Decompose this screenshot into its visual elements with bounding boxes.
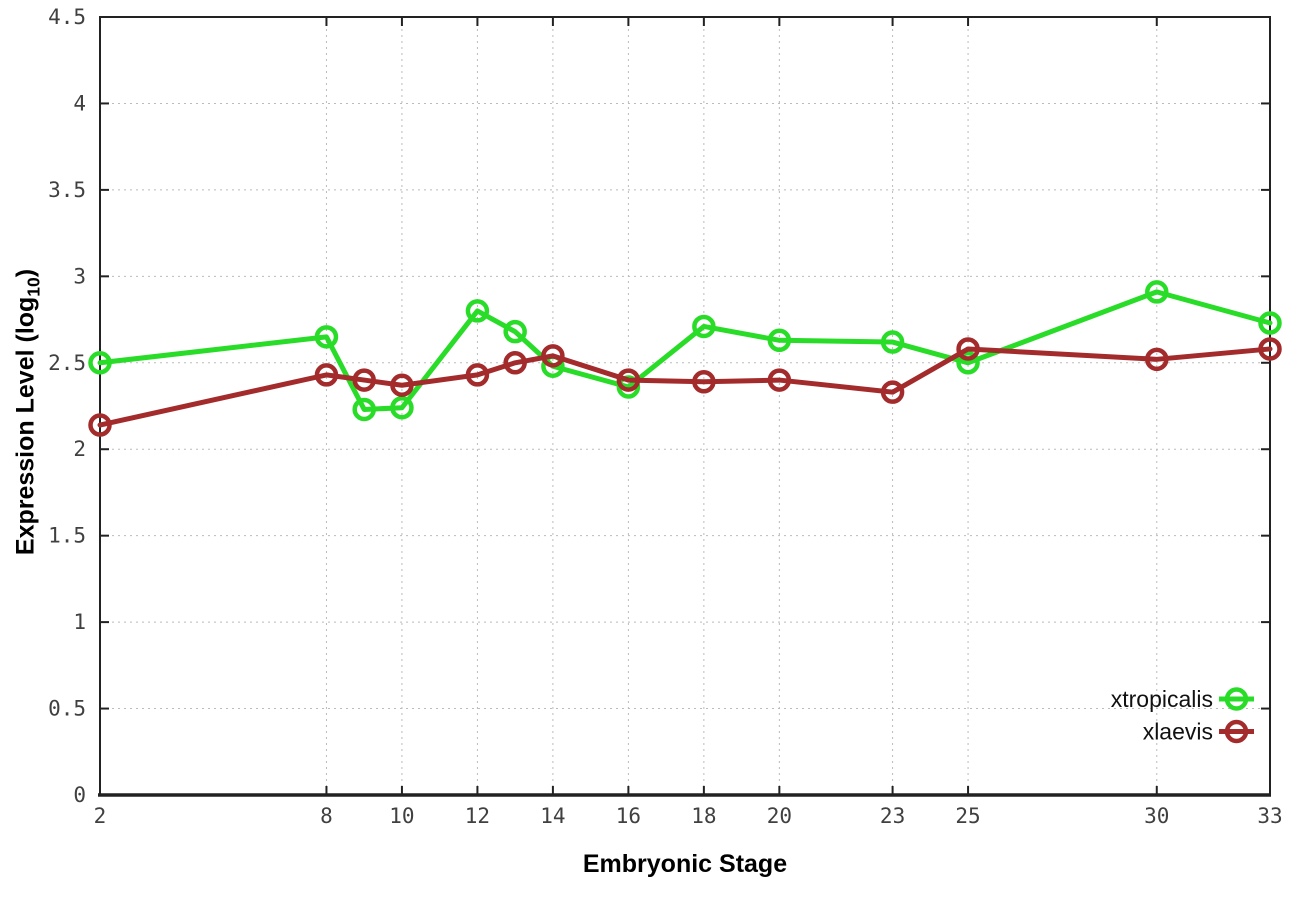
y-axis-title: Expression Level (log10) [12,269,45,555]
data-point-xlaevis [956,337,980,361]
legend-label-xtropicalis: xtropicalis [1111,686,1213,712]
data-point-xtropicalis [352,397,376,422]
data-point-xlaevis [1258,337,1282,361]
data-point-xtropicalis [956,351,980,375]
data-point-xtropicalis [692,314,716,339]
plot-frame [98,16,1271,797]
plot-border [99,16,1271,796]
data-point-xlaevis [503,351,527,375]
data-point-xlaevis [541,344,565,368]
data-point-xlaevis [880,380,905,404]
data-point-xtropicalis [880,330,905,354]
x-tick-label: 12 [465,804,490,828]
data-point-xtropicalis [88,351,112,375]
data-point-xtropicalis [767,328,792,353]
y-tick-label: 0 [73,783,86,807]
data-point-xlaevis [692,370,716,394]
data-point-xtropicalis [314,325,339,349]
tick-marks [99,16,1271,796]
x-tick-label: 8 [320,804,333,828]
y-tick-label: 3 [73,264,86,288]
x-tick-label: 25 [955,804,980,828]
y-tick-label: 4.5 [48,5,86,29]
series-xtropicalis [88,280,1282,422]
x-tick-label: 14 [540,804,565,828]
y-tick-label: 4 [73,91,86,115]
data-point-xtropicalis [1145,280,1169,304]
data-point-xlaevis [390,373,414,398]
legend-marker-xtropicalis [1224,687,1249,711]
x-tick-label: 33 [1257,804,1282,828]
x-axis-title: Embryonic Stage [582,850,788,878]
y-tick-label: 1.5 [48,524,86,548]
x-tick-label: 23 [880,804,905,828]
data-point-xlaevis [767,368,792,392]
x-tick-label: 2 [94,804,107,828]
legend-item-xlaevis: xlaevis [1143,719,1254,745]
y-tick-label: 3.5 [48,178,86,202]
data-point-xlaevis [465,363,490,387]
x-tick-label: 10 [389,804,414,828]
y-axis-title-subscript: 10 [23,277,44,297]
legend: xtropicalis xlaevis [1111,686,1254,745]
data-point-xtropicalis [390,395,414,420]
x-tick-label: 20 [767,804,792,828]
legend-item-xtropicalis: xtropicalis [1111,686,1254,712]
x-tick-label: 30 [1144,804,1169,828]
grid-lines [99,16,1271,796]
y-axis-title-text: Expression Level (log [11,296,40,556]
y-axis-title-close: ) [11,268,40,278]
data-point-xtropicalis [1258,311,1282,335]
series-line-xlaevis [97,346,1273,428]
data-point-xlaevis [88,413,112,437]
data-point-xtropicalis [465,299,490,323]
x-tick-label: 16 [616,804,641,828]
x-tick-label: 18 [691,804,716,828]
legend-label-xlaevis: xlaevis [1143,719,1213,745]
data-point-xtropicalis [503,319,527,344]
y-tick-label: 2 [73,437,86,461]
y-tick-label: 2.5 [48,351,86,375]
data-point-xlaevis [1145,347,1169,372]
y-tick-label: 0.5 [48,697,86,721]
series-line-xtropicalis [97,289,1273,412]
data-point-xlaevis [352,368,376,392]
tick-labels: 0 0.5 1 1.5 2 2.5 3 3.5 4 4.5 2 8 10 12 14 16 18 20 23 25 30… [48,5,1283,828]
series-xlaevis [88,337,1282,437]
data-point-xlaevis [616,368,641,392]
legend-marker-xlaevis [1224,719,1249,744]
y-tick-label: 1 [73,610,86,634]
data-point-xlaevis [314,363,339,387]
